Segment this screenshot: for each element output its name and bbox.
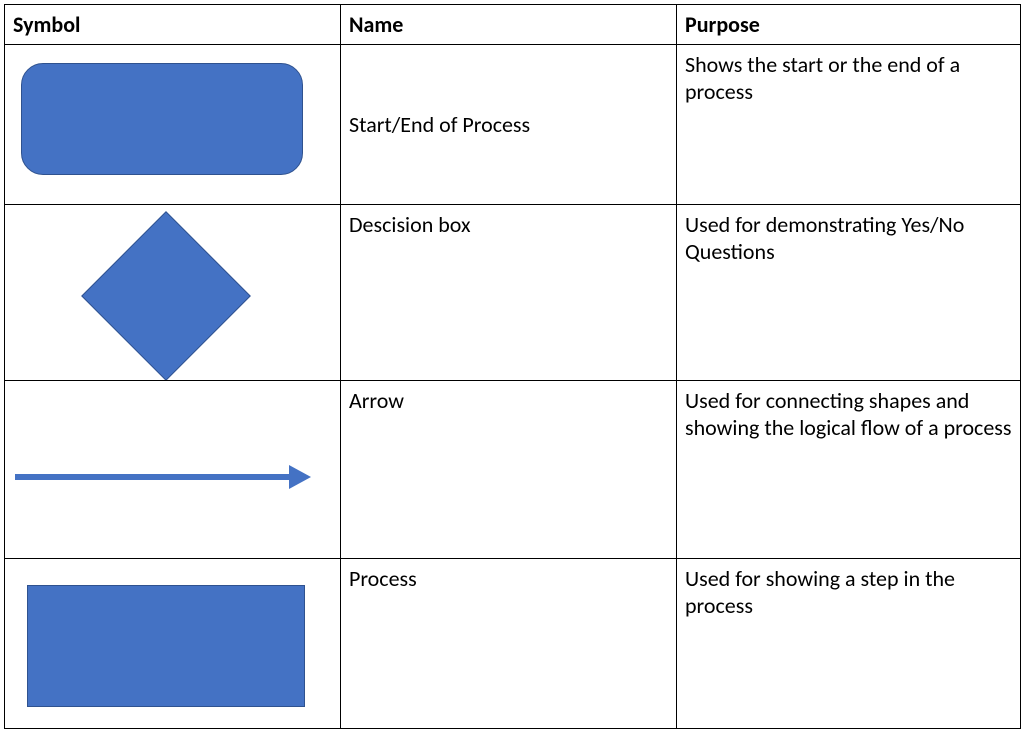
- start-end-symbol: [21, 63, 303, 175]
- purpose-cell: Used for showing a step in the process: [677, 559, 1021, 729]
- decision-symbol: [81, 211, 251, 380]
- symbol-container: [5, 559, 340, 728]
- name-cell: Arrow: [341, 381, 677, 559]
- symbol-cell: [5, 205, 341, 381]
- flowchart-symbols-table: Symbol Name Purpose Start/End of Process…: [4, 4, 1021, 729]
- symbol-container: [5, 45, 340, 204]
- process-symbol: [27, 585, 305, 707]
- table-row: Descision box Used for demonstrating Yes…: [5, 205, 1021, 381]
- header-name: Name: [341, 5, 677, 45]
- symbol-cell: [5, 45, 341, 205]
- table-row: Start/End of Process Shows the start or …: [5, 45, 1021, 205]
- symbol-container: [5, 381, 340, 558]
- purpose-cell: Shows the start or the end of a process: [677, 45, 1021, 205]
- name-cell: Descision box: [341, 205, 677, 381]
- header-purpose: Purpose: [677, 5, 1021, 45]
- symbol-container: [5, 205, 340, 380]
- arrow-line: [15, 474, 289, 480]
- purpose-cell: Used for demonstrating Yes/No Questions: [677, 205, 1021, 381]
- symbol-cell: [5, 381, 341, 559]
- symbol-cell: [5, 559, 341, 729]
- table-row: Arrow Used for connecting shapes and sho…: [5, 381, 1021, 559]
- arrow-head-icon: [289, 465, 311, 489]
- purpose-cell: Used for connecting shapes and showing t…: [677, 381, 1021, 559]
- table-row: Process Used for showing a step in the p…: [5, 559, 1021, 729]
- header-row: Symbol Name Purpose: [5, 5, 1021, 45]
- name-cell: Process: [341, 559, 677, 729]
- header-symbol: Symbol: [5, 5, 341, 45]
- name-cell: Start/End of Process: [341, 45, 677, 205]
